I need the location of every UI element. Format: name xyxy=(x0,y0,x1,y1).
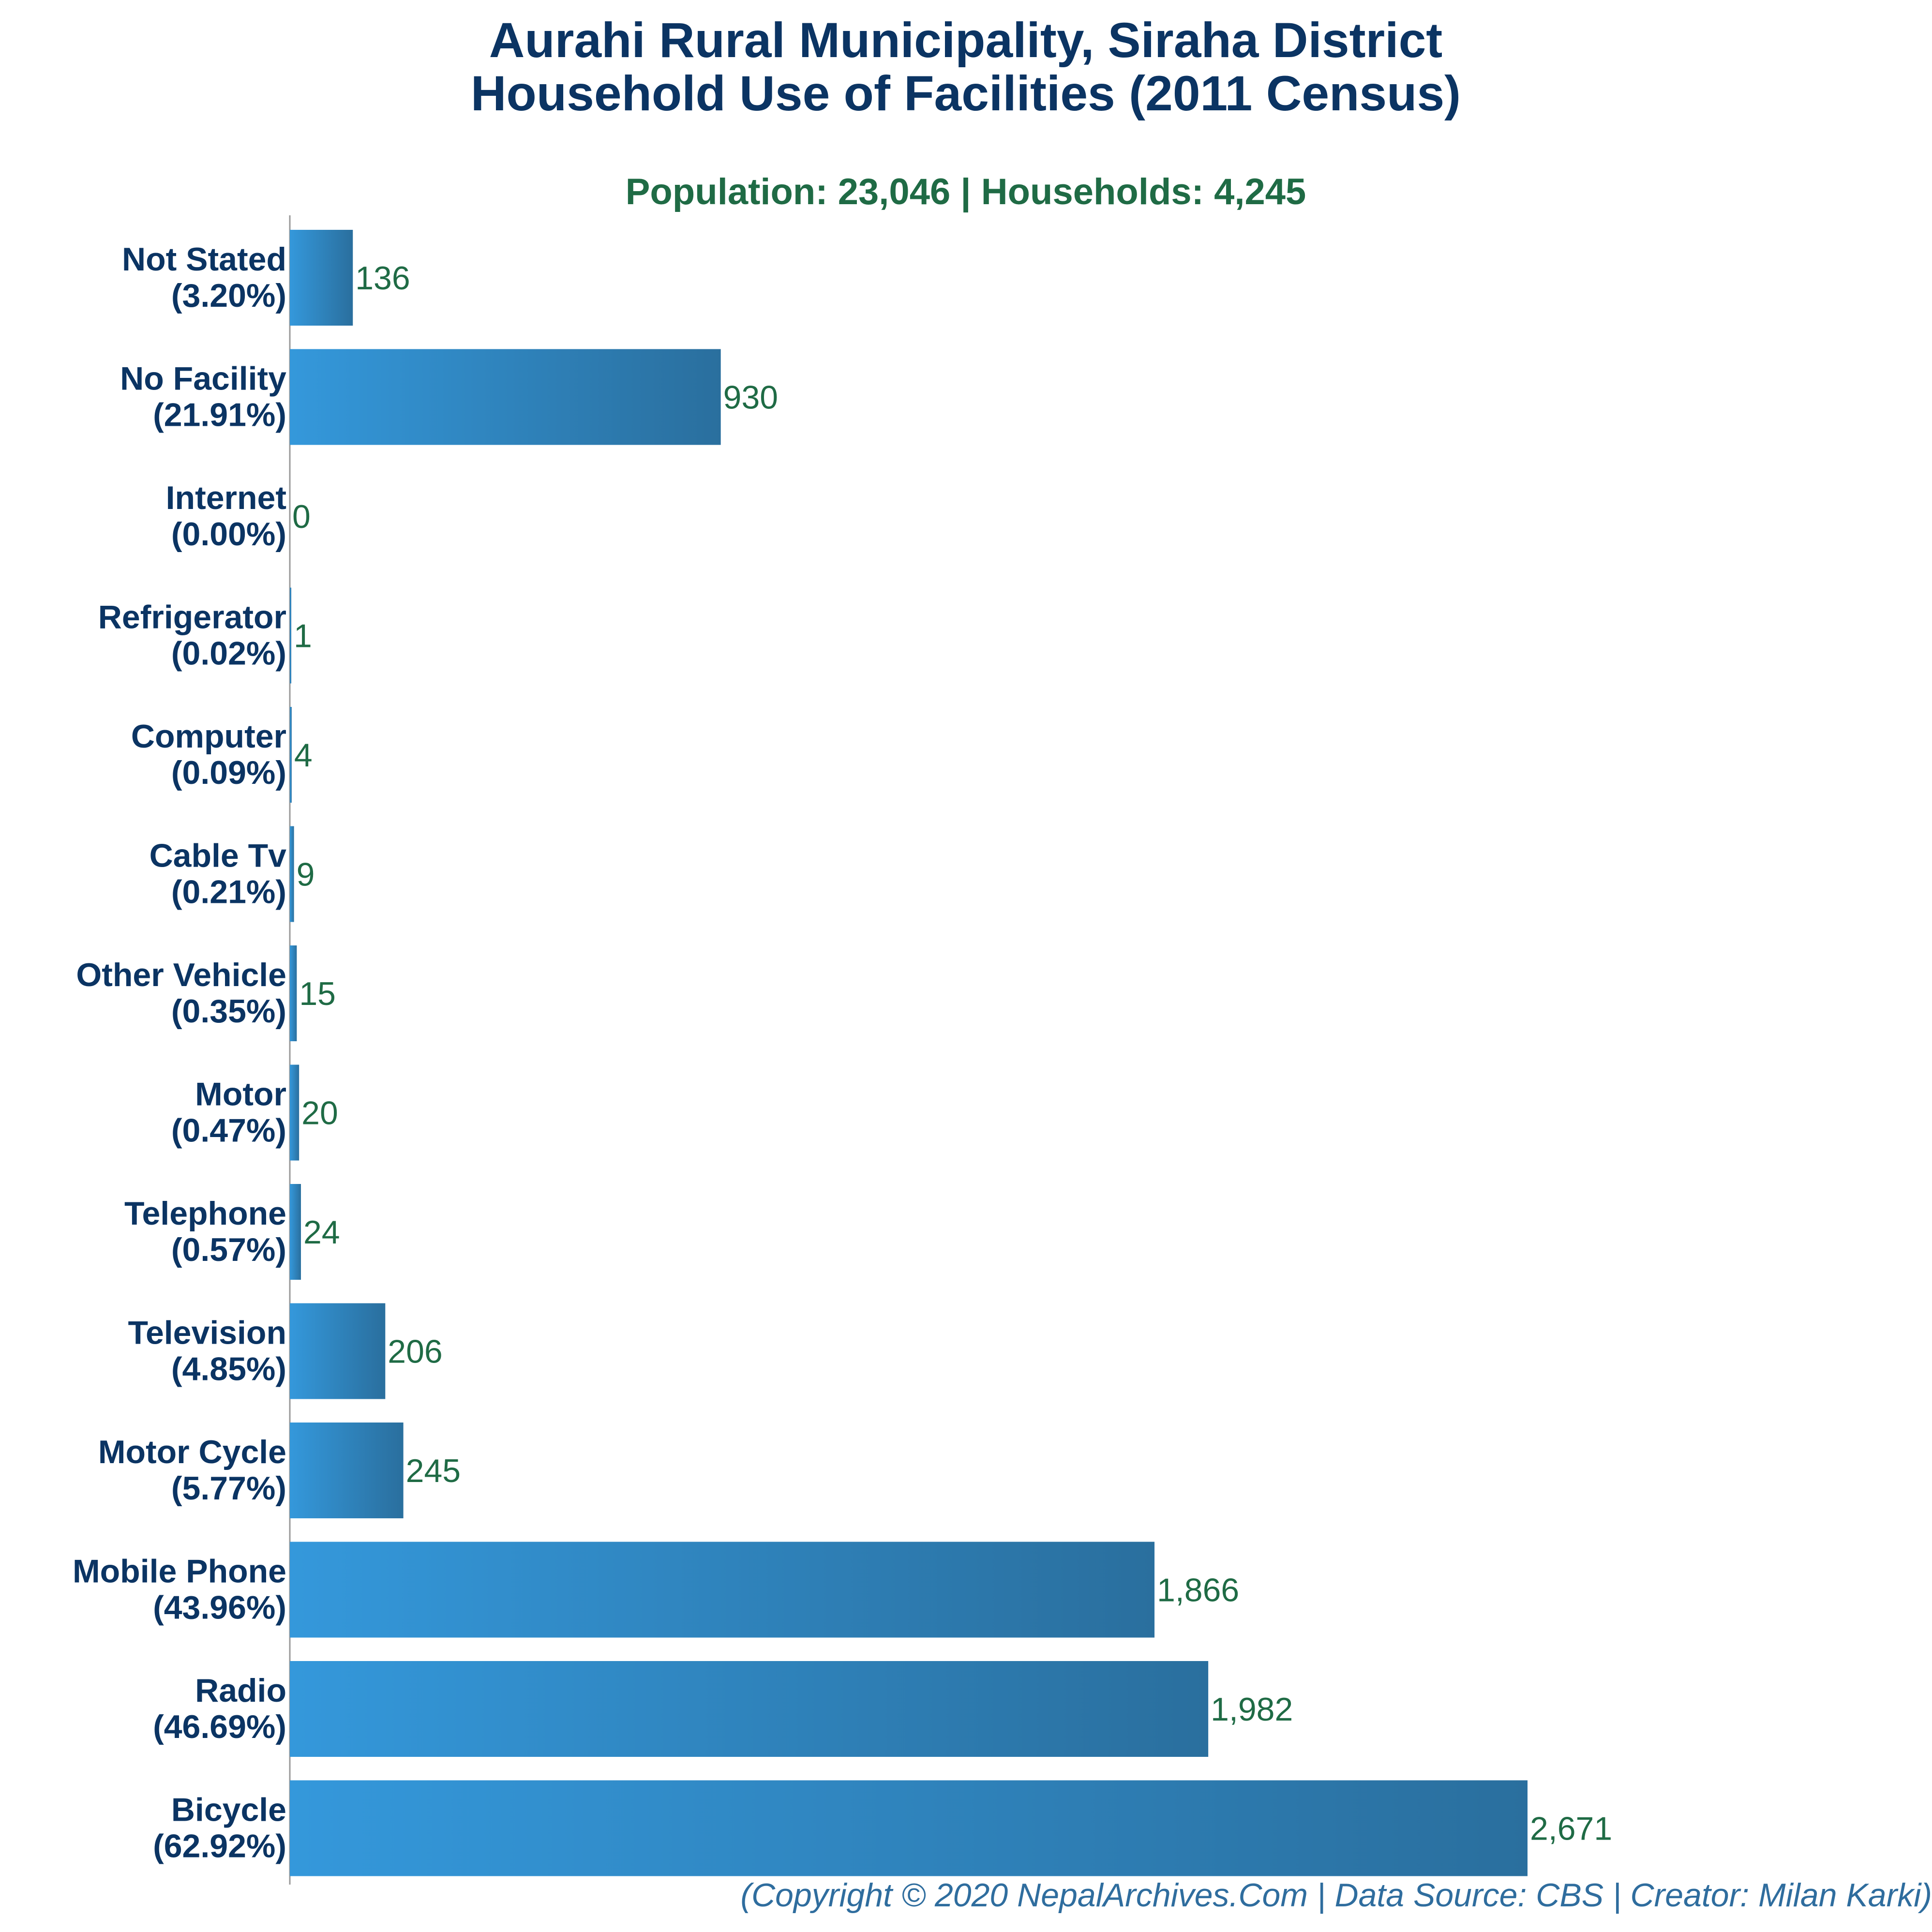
value-label-refrigerator: 1 xyxy=(294,618,312,655)
category-percent-internet: (0.00%) xyxy=(171,516,286,553)
bar-television xyxy=(290,1303,386,1399)
category-label-bicycle: Bicycle (62.92%) xyxy=(153,1792,286,1865)
category-percent-radio: (46.69%) xyxy=(153,1708,286,1745)
category-labels-group: Not Stated (3.20%) No Facility (21.91%) Inte… xyxy=(73,241,286,1865)
category-percent-computer: (0.09%) xyxy=(171,754,286,791)
bars-group xyxy=(290,230,1528,1876)
bar-bicycle xyxy=(290,1780,1528,1876)
category-percent-no-facility: (21.91%) xyxy=(153,397,286,434)
category-percent-motor-cycle: (5.77%) xyxy=(171,1470,286,1507)
category-percent-refrigerator: (0.02%) xyxy=(171,635,286,672)
bar-refrigerator xyxy=(290,587,291,684)
bar-telephone xyxy=(290,1184,301,1280)
value-label-cable-tv: 9 xyxy=(297,856,315,893)
category-name-cable-tv: Cable Tv xyxy=(150,838,287,874)
value-label-radio: 1,982 xyxy=(1211,1691,1293,1728)
category-name-radio: Radio xyxy=(195,1672,286,1709)
chart-footer: (Copyright © 2020 NepalArchives.Com | Da… xyxy=(740,1877,1932,1914)
category-name-no-facility: No Facility xyxy=(120,360,286,397)
bar-mobile-phone xyxy=(290,1542,1155,1638)
category-label-cable-tv: Cable Tv (0.21%) xyxy=(150,838,287,911)
chart-title-line2: Household Use of Facilities (2011 Census… xyxy=(471,66,1461,121)
category-percent-cable-tv: (0.21%) xyxy=(171,874,286,911)
bar-motor-cycle xyxy=(290,1423,404,1518)
category-name-motor-cycle: Motor Cycle xyxy=(98,1434,286,1470)
bar-cable-tv xyxy=(290,826,294,922)
value-label-motor-cycle: 245 xyxy=(406,1453,461,1489)
category-name-mobile-phone: Mobile Phone xyxy=(73,1553,286,1590)
value-label-other-vehicle: 15 xyxy=(299,975,336,1012)
value-labels-group: 136 930 0 1 4 9 15 20 24 206 245 1,866 1,982 2,671 xyxy=(292,260,1612,1847)
category-name-computer: Computer xyxy=(131,718,286,755)
category-name-bicycle: Bicycle xyxy=(171,1792,286,1828)
value-label-no-facility: 930 xyxy=(723,379,778,416)
category-name-internet: Internet xyxy=(166,479,286,516)
bar-computer xyxy=(290,707,292,803)
value-label-mobile-phone: 1,866 xyxy=(1157,1572,1239,1609)
bar-motor xyxy=(290,1064,300,1161)
value-label-computer: 4 xyxy=(294,737,313,774)
bar-radio xyxy=(290,1661,1209,1757)
category-percent-mobile-phone: (43.96%) xyxy=(153,1589,286,1626)
value-label-bicycle: 2,671 xyxy=(1530,1811,1612,1847)
value-label-motor: 20 xyxy=(301,1095,338,1132)
bar-no-facility xyxy=(290,349,721,445)
category-label-telephone: Telephone (0.57%) xyxy=(124,1195,286,1268)
category-name-not-stated: Not Stated xyxy=(122,241,286,278)
value-label-television: 206 xyxy=(388,1333,442,1370)
chart-subtitle: Population: 23,046 | Households: 4,245 xyxy=(626,171,1306,213)
category-label-mobile-phone: Mobile Phone (43.96%) xyxy=(73,1553,286,1626)
bar-not-stated xyxy=(290,230,353,326)
category-percent-motor: (0.47%) xyxy=(171,1112,286,1149)
category-label-refrigerator: Refrigerator (0.02%) xyxy=(98,599,286,672)
value-label-telephone: 24 xyxy=(303,1214,340,1251)
category-label-motor: Motor (0.47%) xyxy=(171,1076,286,1149)
category-name-telephone: Telephone xyxy=(124,1195,286,1232)
category-name-refrigerator: Refrigerator xyxy=(98,599,286,636)
chart-title-line1: Aurahi Rural Municipality, Siraha Distri… xyxy=(489,13,1443,68)
category-label-internet: Internet (0.00%) xyxy=(166,479,286,553)
bar-other-vehicle xyxy=(290,945,297,1041)
category-label-television: Television (4.85%) xyxy=(128,1315,286,1388)
category-label-radio: Radio (46.69%) xyxy=(153,1672,286,1745)
category-name-other-vehicle: Other Vehicle xyxy=(76,957,286,993)
category-label-motor-cycle: Motor Cycle (5.77%) xyxy=(98,1434,286,1507)
category-label-not-stated: Not Stated (3.20%) xyxy=(122,241,286,314)
category-name-television: Television xyxy=(128,1315,286,1351)
category-label-no-facility: No Facility (21.91%) xyxy=(120,360,286,434)
category-percent-not-stated: (3.20%) xyxy=(171,277,286,314)
category-percent-other-vehicle: (0.35%) xyxy=(171,993,286,1030)
value-label-internet: 0 xyxy=(292,498,311,535)
value-label-not-stated: 136 xyxy=(355,260,410,297)
category-percent-telephone: (0.57%) xyxy=(171,1231,286,1268)
category-label-computer: Computer (0.09%) xyxy=(131,718,286,791)
category-percent-television: (4.85%) xyxy=(171,1351,286,1388)
category-label-other-vehicle: Other Vehicle (0.35%) xyxy=(76,957,286,1030)
category-name-motor: Motor xyxy=(195,1076,286,1113)
category-percent-bicycle: (62.92%) xyxy=(153,1828,286,1865)
